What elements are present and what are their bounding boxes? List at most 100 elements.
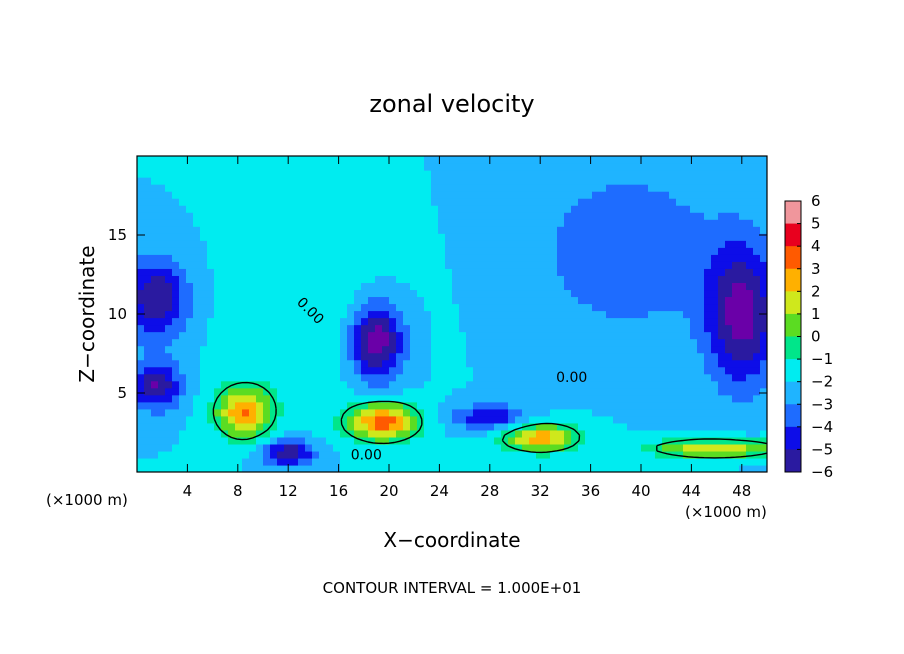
field-cell	[480, 191, 488, 199]
field-cell	[207, 338, 215, 347]
field-cell	[452, 387, 460, 396]
field-cell	[480, 338, 488, 347]
field-cell	[662, 457, 670, 466]
field-cell	[438, 422, 446, 431]
field-cell	[452, 331, 460, 340]
field-cell	[473, 401, 481, 410]
field-cell	[487, 163, 495, 171]
field-cell	[739, 457, 747, 466]
field-cell	[158, 352, 166, 361]
field-cell	[550, 163, 558, 171]
field-cell	[571, 464, 579, 472]
field-cell	[382, 415, 390, 424]
field-cell	[172, 226, 180, 234]
field-cell	[473, 177, 481, 185]
field-cell	[291, 282, 299, 291]
field-cell	[144, 443, 152, 452]
field-cell	[508, 233, 516, 241]
field-cell	[760, 373, 767, 382]
field-cell	[263, 219, 271, 227]
field-cell	[536, 184, 544, 192]
field-cell	[690, 275, 698, 283]
field-cell	[312, 324, 320, 333]
field-cell	[375, 191, 383, 199]
field-cell	[333, 219, 341, 227]
field-cell	[704, 233, 712, 241]
field-cell	[389, 387, 397, 396]
field-cell	[382, 436, 390, 445]
field-cell	[165, 261, 173, 269]
field-cell	[473, 191, 481, 199]
field-cell	[697, 261, 705, 269]
field-cell	[207, 282, 215, 291]
field-cell	[487, 261, 495, 269]
field-cell	[137, 268, 145, 276]
field-cell	[466, 324, 474, 333]
field-cell	[438, 345, 446, 354]
field-cell	[599, 443, 607, 452]
field-cell	[445, 268, 453, 276]
field-cell	[256, 310, 264, 319]
field-cell	[298, 415, 306, 424]
colorbar-swatch	[785, 336, 801, 360]
field-cell	[214, 317, 222, 326]
field-cell	[193, 387, 201, 396]
field-cell	[529, 345, 537, 354]
field-cell	[718, 429, 726, 438]
field-cell	[193, 366, 201, 375]
field-cell	[501, 387, 509, 396]
field-cell	[214, 198, 222, 206]
field-cell	[676, 457, 684, 466]
field-cell	[165, 394, 173, 403]
field-cell	[165, 352, 173, 361]
field-cell	[515, 352, 523, 361]
field-cell	[501, 177, 509, 185]
field-cell	[137, 359, 145, 368]
field-cell	[718, 345, 726, 354]
field-cell	[732, 233, 740, 241]
field-cell	[263, 163, 271, 171]
field-cell	[144, 254, 152, 262]
field-cell	[641, 394, 649, 403]
field-cell	[235, 394, 243, 403]
field-cell	[697, 457, 705, 466]
field-cell	[529, 275, 537, 283]
field-cell	[599, 233, 607, 241]
field-cell	[760, 156, 767, 164]
field-cell	[249, 177, 257, 185]
field-cell	[690, 289, 698, 298]
field-cell	[424, 233, 432, 241]
field-cell	[711, 310, 719, 319]
field-cell	[333, 352, 341, 361]
field-cell	[522, 359, 530, 368]
field-cell	[725, 219, 733, 227]
field-cell	[690, 338, 698, 347]
field-cell	[396, 380, 404, 389]
field-cell	[550, 303, 558, 312]
field-cell	[718, 163, 726, 171]
field-cell	[186, 170, 194, 178]
field-cell	[424, 450, 432, 459]
field-cell	[522, 219, 530, 227]
field-cell	[683, 429, 691, 438]
field-cell	[305, 219, 313, 227]
field-cell	[557, 373, 565, 382]
field-cell	[200, 170, 208, 178]
field-cell	[683, 247, 691, 255]
field-cell	[487, 170, 495, 178]
field-cell	[697, 450, 705, 459]
field-cell	[291, 380, 299, 389]
field-cell	[494, 156, 502, 164]
field-cell	[291, 422, 299, 431]
field-cell	[613, 296, 621, 305]
field-cell	[718, 289, 726, 298]
field-cell	[186, 156, 194, 164]
field-cell	[361, 163, 369, 171]
field-cell	[592, 198, 600, 206]
field-cell	[634, 275, 642, 283]
field-cell	[564, 233, 572, 241]
field-cell	[221, 422, 229, 431]
field-cell	[305, 457, 313, 466]
field-cell	[515, 408, 523, 417]
field-cell	[305, 387, 313, 396]
